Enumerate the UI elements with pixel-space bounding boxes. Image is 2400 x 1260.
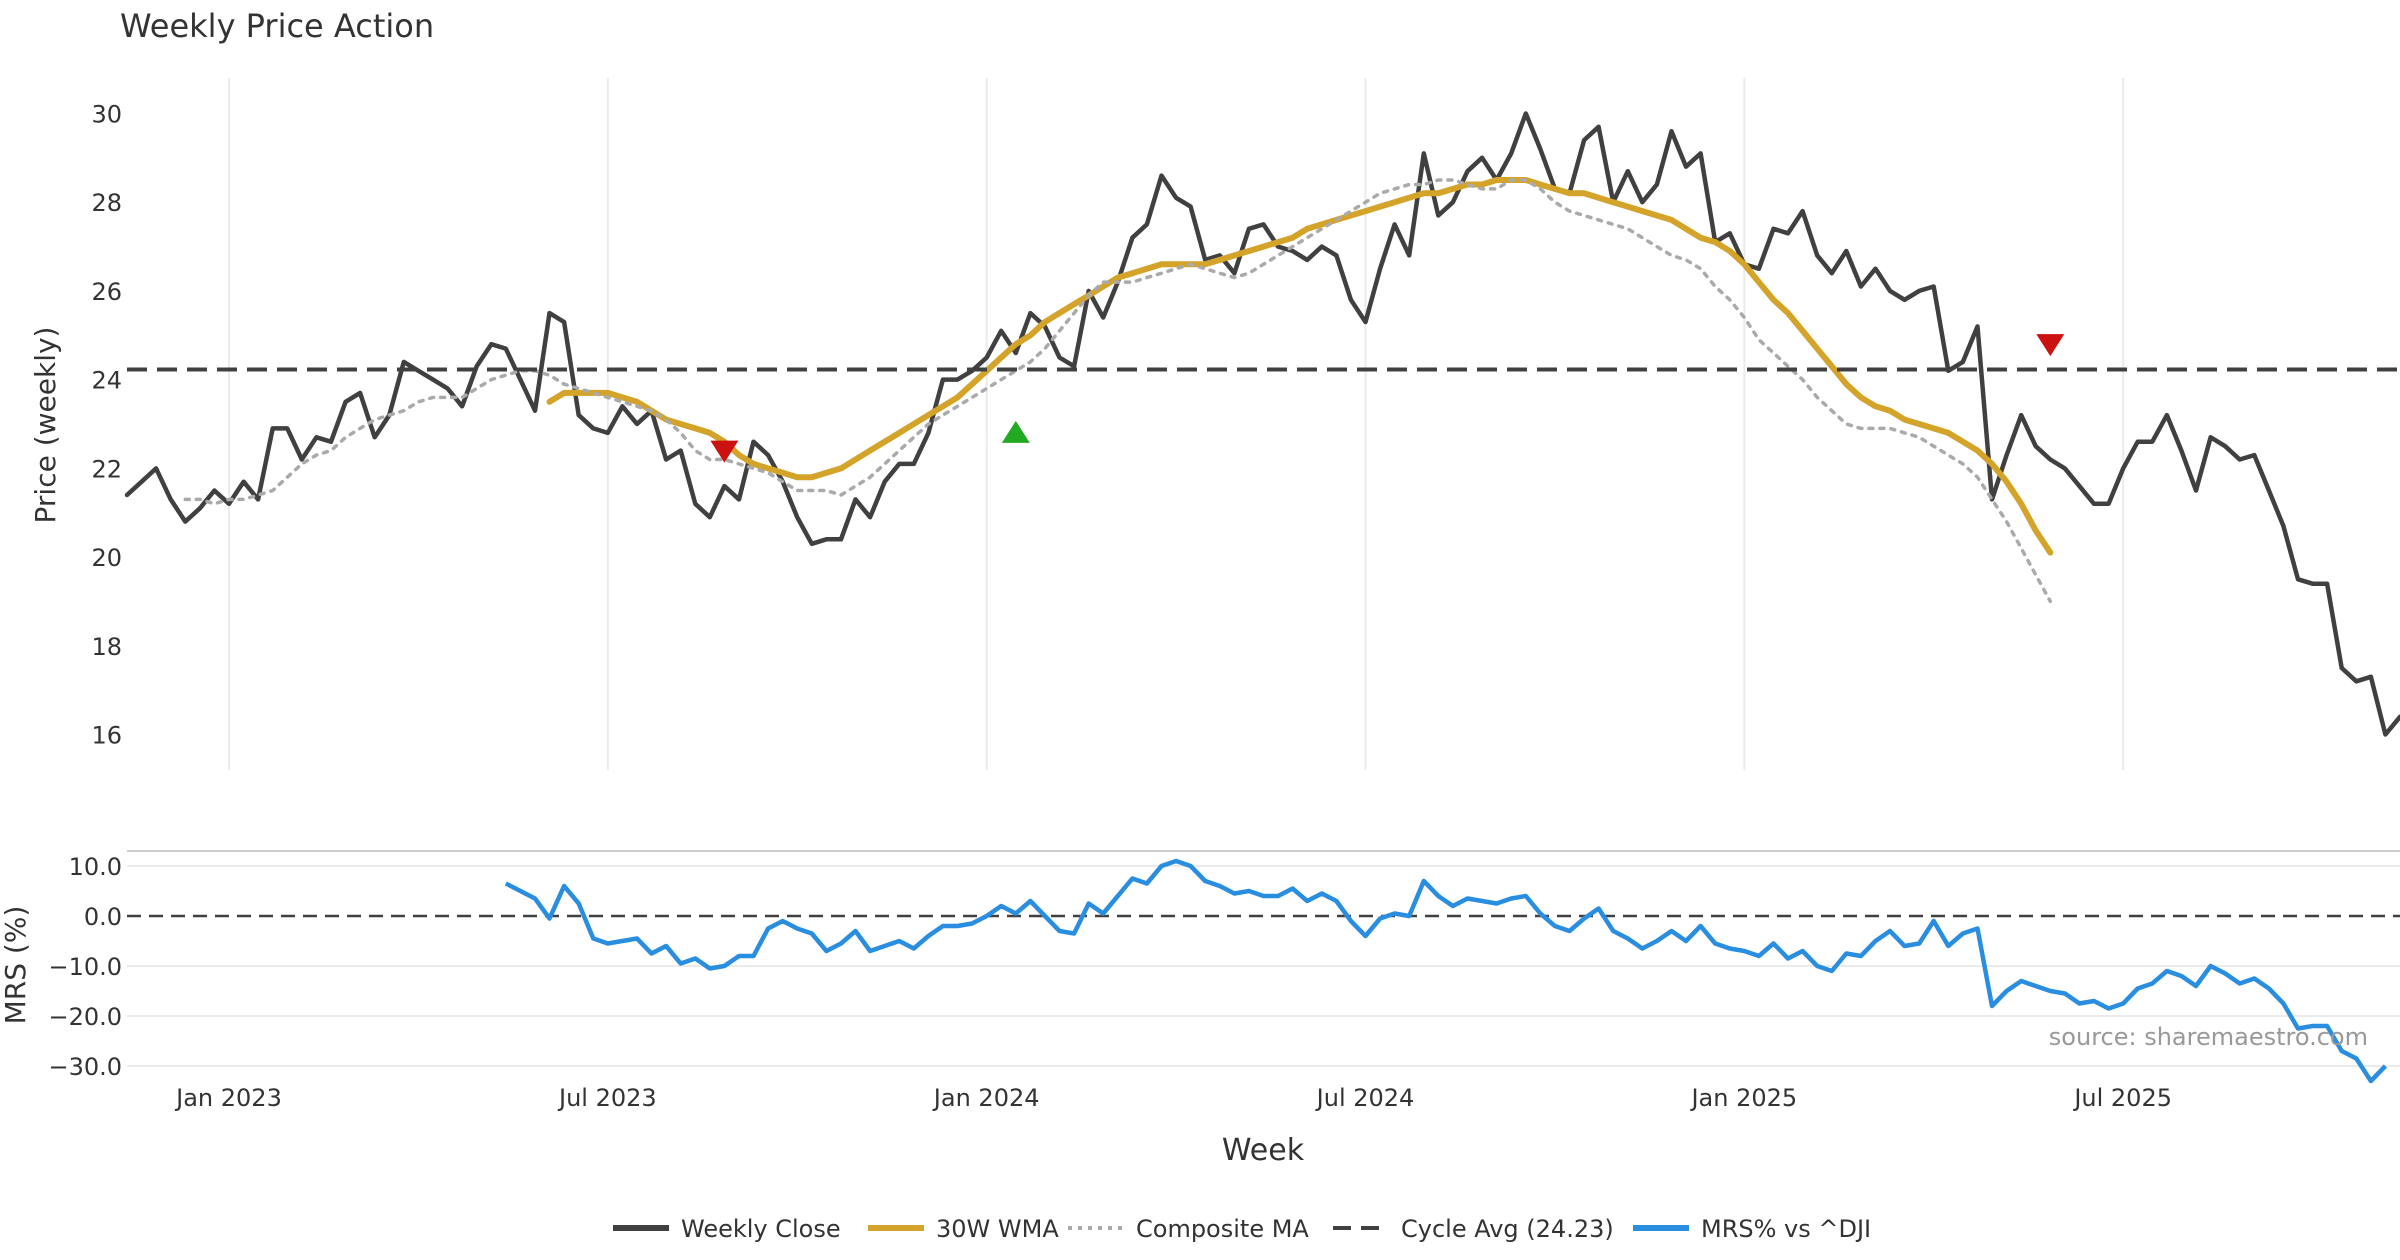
price-y-tick-24: 24	[91, 367, 122, 395]
price-y-tick-28: 28	[91, 189, 122, 217]
mrs-gridlines	[127, 865, 2400, 1067]
legend-item-mrs-vs-dji: MRS% vs ^DJI	[1633, 1215, 1871, 1243]
series-30w-wma	[546, 177, 2054, 556]
legend-label-mrs-vs-dji: MRS% vs ^DJI	[1701, 1215, 1871, 1243]
price-panel: 16 18 20 22 24 26 28 30 Price (weekly)	[29, 78, 2400, 770]
x-tick-jan-2025: Jan 2025	[1689, 1084, 1797, 1112]
price-y-ticks: 16 18 20 22 24 26 28 30	[91, 100, 122, 749]
mrs-y-axis-label: MRS (%)	[0, 906, 32, 1025]
mrs-y-tick-1: 0.0	[84, 903, 122, 931]
legend-item-composite-ma: Composite MA	[1068, 1215, 1309, 1243]
mrs-y-tick-2: −10.0	[48, 953, 122, 981]
chart-title: Weekly Price Action	[120, 7, 434, 45]
price-y-tick-22: 22	[91, 455, 122, 483]
price-series	[124, 111, 2400, 737]
x-tick-jul-2023: Jul 2023	[557, 1084, 657, 1112]
series-composite-ma	[183, 178, 2053, 604]
signal-markers	[710, 334, 2065, 463]
sell-signal-marker-3	[2036, 334, 2065, 357]
mrs-y-ticks: 10.0 0.0 −10.0 −20.0 −30.0	[48, 853, 122, 1081]
legend-label-30w-wma: 30W WMA	[936, 1215, 1059, 1243]
price-y-axis-label: Price (weekly)	[29, 327, 62, 524]
mrs-series	[504, 858, 2388, 1084]
price-y-tick-26: 26	[91, 278, 122, 306]
price-y-tick-18: 18	[91, 633, 122, 661]
series-weekly-close	[124, 111, 2400, 737]
legend-item-weekly-close: Weekly Close	[613, 1215, 841, 1243]
legend-item-cycle-avg-24-23: Cycle Avg (24.23)	[1333, 1215, 1614, 1243]
x-tick-jan-2024: Jan 2024	[932, 1084, 1040, 1112]
buy-signal-marker-2	[1001, 420, 1030, 443]
legend-label-composite-ma: Composite MA	[1136, 1215, 1309, 1243]
legend: Weekly Close 30W WMA Composite MA Cycle Avg…	[613, 1215, 1871, 1243]
sell-signal-marker-1	[710, 440, 739, 463]
legend-item-30w-wma: 30W WMA	[868, 1215, 1059, 1243]
x-tick-jul-2024: Jul 2024	[1315, 1084, 1415, 1112]
price-y-tick-16: 16	[91, 722, 122, 750]
price-gridlines	[227, 78, 2125, 770]
mrs-panel: 10.0 0.0 −10.0 −20.0 −30.0 MRS (%) source: s…	[0, 850, 2400, 1084]
source-watermark: source: sharemaestro.com	[2049, 1023, 2368, 1051]
mrs-y-tick-4: −30.0	[48, 1053, 122, 1081]
mrs-y-tick-0: 10.0	[69, 853, 122, 881]
x-tick-jan-2023: Jan 2023	[174, 1084, 282, 1112]
x-tick-jul-2025: Jul 2025	[2072, 1084, 2172, 1112]
price-y-tick-30: 30	[91, 100, 122, 128]
legend-label-cycle-avg-24-23: Cycle Avg (24.23)	[1401, 1215, 1614, 1243]
mrs-y-tick-3: −20.0	[48, 1003, 122, 1031]
price-y-tick-20: 20	[91, 544, 122, 572]
x-axis-ticks: Jan 2023 Jul 2023 Jan 2024 Jul 2024 Jan 2025…	[174, 1084, 2172, 1112]
series-mrs-vs-dji	[504, 858, 2388, 1084]
legend-label-weekly-close: Weekly Close	[681, 1215, 841, 1243]
x-axis-label: Week	[1222, 1133, 1305, 1168]
